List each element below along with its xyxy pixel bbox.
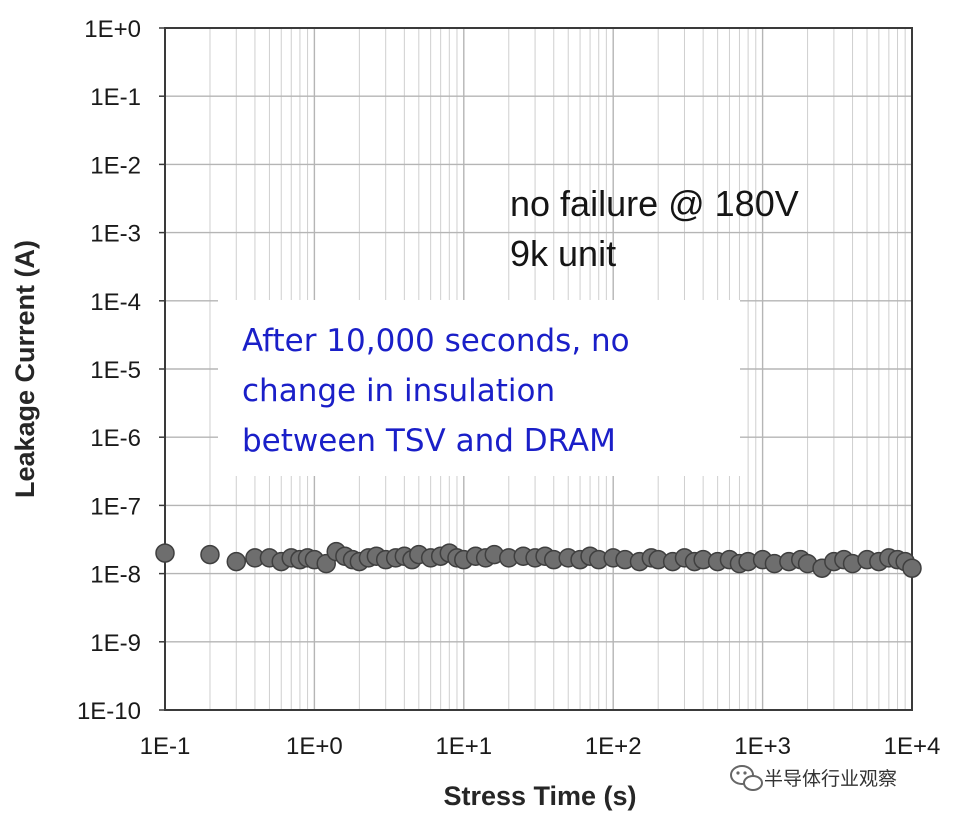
watermark-text: 半导体行业观察 [764, 768, 897, 790]
callout-line3: between TSV and DRAM [242, 423, 616, 459]
y-tick-labels: 1E+0 1E-1 1E-2 1E-3 1E-4 1E-5 1E-6 1E-7 1E-8 1E-9… [77, 16, 165, 725]
y-tick-label: 1E-4 [90, 289, 141, 316]
x-tick-label: 1E+2 [585, 733, 642, 760]
x-tick-label: 1E+4 [884, 733, 941, 760]
y-tick-label: 1E-2 [90, 152, 141, 179]
callout-box: After 10,000 seconds, no change in insul… [218, 300, 740, 476]
y-tick-label: 1E-8 [90, 562, 141, 589]
x-tick-labels: 1E-1 1E+0 1E+1 1E+2 1E+3 1E+4 [140, 733, 941, 760]
data-point [902, 558, 922, 578]
y-axis-title: Leakage Current (A) [10, 240, 40, 498]
watermark: 半导体行业观察 [730, 765, 897, 791]
data-point [226, 551, 247, 572]
callout-background [218, 300, 740, 476]
annotation-note-line2: 9k unit [510, 233, 616, 274]
annotation-note: no failure @ 180V 9k unit [510, 183, 799, 274]
y-tick-label: 1E-6 [90, 425, 141, 452]
y-tick-label: 1E-9 [90, 630, 141, 657]
y-tick-label: 1E-7 [90, 493, 141, 520]
x-axis-title: Stress Time (s) [443, 781, 636, 811]
y-tick-label: 1E-3 [90, 221, 141, 248]
annotation-note-line1: no failure @ 180V [510, 183, 799, 224]
y-tick-label: 1E+0 [84, 16, 141, 43]
callout-line2: change in insulation [242, 373, 555, 409]
y-tick-label: 1E-10 [77, 698, 141, 725]
x-tick-label: 1E+3 [734, 733, 791, 760]
x-tick-label: 1E-1 [140, 733, 191, 760]
callout-line1: After 10,000 seconds, no [242, 323, 630, 359]
x-tick-label: 1E+0 [286, 733, 343, 760]
data-point [200, 544, 220, 565]
data-point [155, 543, 175, 563]
y-tick-label: 1E-1 [90, 84, 141, 111]
y-tick-label: 1E-5 [90, 357, 141, 384]
wechat-icon [730, 765, 763, 791]
x-tick-label: 1E+1 [435, 733, 492, 760]
data-points [155, 541, 922, 578]
